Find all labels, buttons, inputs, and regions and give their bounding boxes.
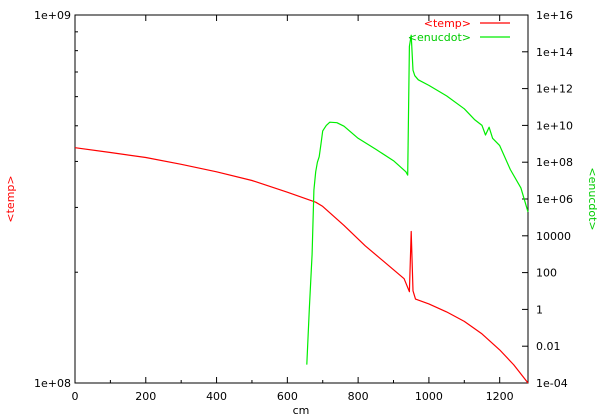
legend-label-enucdot: <enucdot> [408,31,471,44]
right-tick-label: 1e+06 [536,193,573,206]
right-tick-label: 1 [536,303,543,316]
right-tick-label: 1e-04 [536,377,568,390]
series-layer [74,34,529,384]
temp-series-line [74,147,529,384]
right-tick-label: 0.01 [536,340,561,353]
x-tick-label: 200 [135,390,156,403]
x-tick-label: 400 [206,390,227,403]
x-tick-label: 1200 [486,390,514,403]
left-tick-label: 1e+09 [34,9,71,22]
right-tick-label: 1e+16 [536,9,573,22]
plot-frame [74,14,529,384]
right-tick-label: 1e+12 [536,83,573,96]
left-axis-label: <temp> [4,175,17,222]
right-tick-label: 100 [536,267,557,280]
x-axis-ticks: 0 200 400 600 800 1000 1200 [72,15,514,403]
x-tick-label: 800 [348,390,369,403]
x-tick-label: 1000 [415,390,443,403]
x-tick-label: 600 [277,390,298,403]
right-tick-label: 1e+10 [536,119,573,132]
right-tick-label: 1e+14 [536,46,573,59]
right-tick-label: 10000 [536,230,571,243]
left-tick-label: 1e+08 [34,377,71,390]
legend-label-temp: <temp> [424,17,471,30]
left-axis-ticks: 1e+08 1e+09 [34,9,81,390]
enucdot-series-line [306,34,529,365]
legend: <temp> <enucdot> [408,17,510,44]
right-axis-label: <enucdot> [586,167,599,230]
x-tick-label: 0 [72,390,79,403]
x-axis-label: cm [293,404,310,417]
right-tick-label: 1e+08 [536,156,573,169]
right-axis-ticks: 1e-04 0.01 1 100 10000 1e+06 1e+08 1e+10 1e+12 1e… [522,9,573,390]
